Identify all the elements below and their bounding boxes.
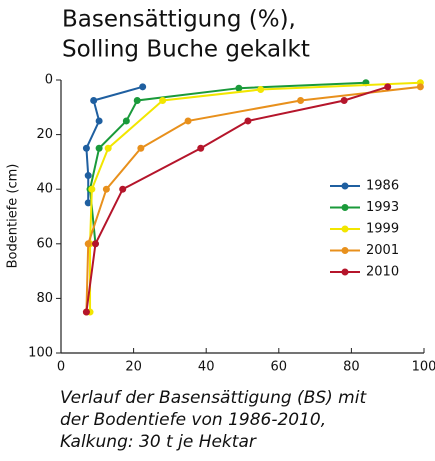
series-line: [85, 85, 143, 203]
data-point: [244, 117, 252, 125]
data-point: [84, 240, 92, 248]
data-point: [340, 96, 348, 104]
data-point: [257, 86, 265, 94]
data-point: [235, 84, 243, 92]
data-point: [95, 117, 103, 125]
y-tick-label: 60: [36, 236, 53, 251]
caption: Verlauf der Basensättigung (BS) mit: [60, 388, 367, 408]
series-line: [89, 81, 366, 244]
y-axis-label: Bodentiefe (cm): [6, 164, 21, 269]
caption: der Bodentiefe von 1986-2010,: [60, 410, 326, 430]
data-point: [88, 185, 96, 193]
legend-label: 2001: [366, 243, 399, 258]
legend-label: 2010: [366, 265, 399, 280]
chart-title: Basensättigung (%),: [62, 7, 296, 33]
legend-marker: [341, 204, 349, 211]
data-point: [297, 96, 305, 104]
legend-label: 1993: [366, 200, 399, 215]
data-point: [197, 144, 205, 152]
data-point: [84, 172, 92, 180]
data-point: [384, 83, 392, 91]
x-tick-label: 60: [271, 360, 288, 375]
legend-label: 1986: [366, 179, 399, 194]
data-point: [416, 83, 424, 91]
y-tick-label: 100: [28, 346, 53, 361]
data-point: [95, 144, 103, 152]
data-point: [102, 185, 110, 193]
x-tick-label: 20: [125, 360, 142, 375]
x-tick-label: 40: [198, 360, 215, 375]
data-point: [82, 144, 90, 152]
data-point: [139, 83, 147, 91]
series-line: [85, 85, 388, 313]
x-tick-label: 80: [343, 360, 360, 375]
data-point: [82, 308, 90, 316]
legend-marker: [341, 247, 349, 254]
legend-marker: [341, 268, 349, 276]
legend-label: 1999: [366, 222, 399, 237]
data-point: [84, 199, 92, 207]
data-point: [122, 117, 130, 125]
x-tick-label: 0: [57, 360, 65, 375]
data-point: [137, 144, 145, 152]
legend-marker: [341, 225, 349, 233]
y-tick-label: 0: [45, 73, 53, 88]
data-point: [159, 96, 167, 104]
y-tick-label: 20: [36, 127, 53, 142]
legend-marker: [341, 182, 349, 190]
data-point: [104, 144, 112, 152]
data-point: [184, 117, 192, 125]
caption: Kalkung: 30 t je Hektar: [60, 432, 257, 452]
data-point: [119, 185, 127, 193]
y-tick-label: 80: [36, 291, 53, 306]
y-tick-label: 40: [36, 182, 53, 197]
data-point: [90, 96, 98, 104]
data-point: [91, 240, 99, 248]
data-point: [133, 96, 141, 104]
chart-title: Solling Buche gekalkt: [62, 37, 310, 63]
x-tick-label: 100: [412, 360, 435, 375]
